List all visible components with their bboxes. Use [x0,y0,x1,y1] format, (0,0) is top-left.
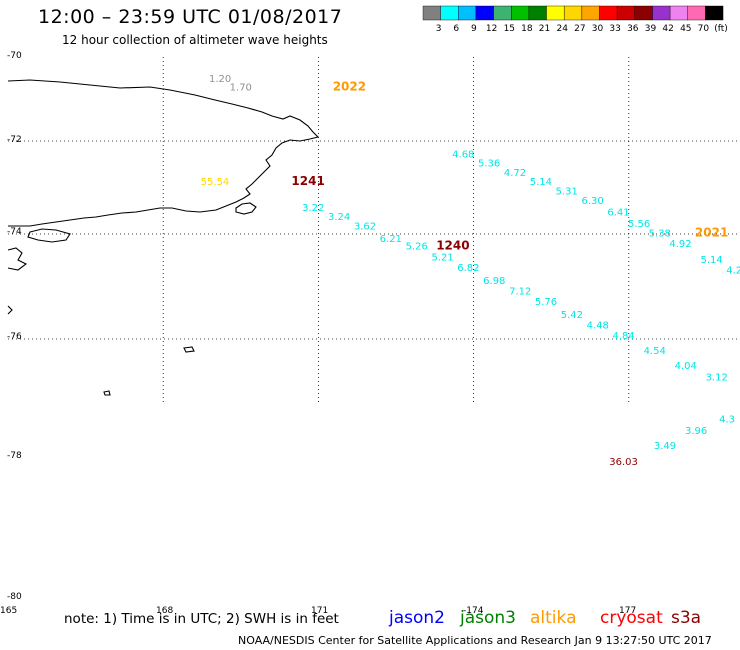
colorbar-label: 18 [521,24,533,34]
colorbar-label: 3 [436,24,442,34]
wave-height-value: 4.92 [669,239,691,250]
wave-height-value: 4.04 [675,361,697,372]
colorbar-label: 70 [698,24,710,34]
wave-height-value: 5.56 [628,219,650,230]
track-time-label: 1240 [436,239,469,253]
wave-height-value: 7.12 [509,286,531,297]
wave-height-value: 5.14 [700,255,722,266]
wave-height-value: 3.22 [302,203,324,214]
wave-height-value: 3.96 [685,426,707,437]
wave-height-value: 4.54 [644,346,666,357]
wave-height-value: 4.68 [452,149,474,160]
colorbar-swatches [422,5,724,21]
track-time-label: 2021 [695,226,728,240]
y-tick-label: -80 [7,592,22,602]
colorbar-label: 27 [574,24,585,34]
colorbar-label: 45 [680,24,691,34]
x-tick-label: -174 [463,606,484,616]
colorbar: 3 6 9 12 15 18 21 24 27 30 33 36 39 42 45 70 (ft) [422,5,728,34]
colorbar-swatch [705,5,724,21]
colorbar-label: 30 [592,24,604,34]
wave-height-value: 4.84 [612,331,634,342]
coastline-inlet [235,202,257,215]
wave-height-value: 1.20 [209,74,231,85]
coastline-west-shelf [7,247,28,271]
coastline-west-point [7,305,13,315]
wave-height-value: 6.98 [483,276,505,287]
x-tick-label: 165 [0,606,18,616]
wave-height-value: 3.24 [328,212,350,223]
wave-height-value: 5.38 [649,229,671,240]
track-time-label: 1241 [291,174,324,188]
wave-height-value: 5.42 [561,310,583,321]
wave-height-value: 4.72 [504,168,526,179]
wave-height-value: 1.70 [230,83,252,94]
coastline-islet-1 [183,346,195,353]
colorbar-label: 15 [504,24,515,34]
wave-height-value: 3.62 [354,221,376,232]
coastline-islet-2 [103,390,111,396]
wave-height-value: 4.3 [719,414,735,425]
colorbar-label: 21 [539,24,550,34]
legend-mission-altika: altika [530,608,577,628]
chart-title: 12:00 – 23:59 UTC 01/08/2017 [38,6,343,28]
x-tick-label: 171 [311,606,329,616]
coastline-main [7,79,320,227]
wave-height-value: 55.54 [201,177,230,188]
wave-height-value: 5.31 [556,187,578,198]
wave-height-value: 5.21 [431,252,453,263]
wave-height-value: 36.03 [609,457,638,468]
y-tick-label: -74 [7,227,22,237]
colorbar-label: 36 [627,24,639,34]
colorbar-label: (ft) [714,24,728,34]
wave-height-value: 5.36 [478,159,500,170]
units-note: note: 1) Time is in UTC; 2) SWH is in fe… [64,611,339,627]
wave-height-value: 4.48 [587,321,609,332]
colorbar-label: 42 [662,24,673,34]
wave-height-value: 4.21 [726,265,740,276]
colorbar-label: 12 [486,24,497,34]
wave-height-value: 3.49 [654,441,676,452]
legend-mission-jason2: jason2 [389,608,445,628]
colorbar-label: 33 [609,24,620,34]
x-tick-label: 177 [619,606,637,616]
colorbar-label: 24 [556,24,568,34]
y-tick-label: -78 [7,451,22,461]
y-tick-label: -76 [7,332,22,342]
wave-height-value: 5.76 [535,297,557,308]
legend-mission-jason3: jason3 [460,608,516,628]
y-tick-label: -70 [7,51,22,61]
colorbar-label: 6 [453,24,459,34]
colorbar-labels: 3 6 9 12 15 18 21 24 27 30 33 36 39 42 45 70 (ft) [436,24,728,34]
coastline-ross-island [27,228,71,243]
wave-height-value: 6.30 [581,196,603,207]
colorbar-label: 9 [471,24,477,34]
legend-mission-s3a: s3a [671,608,702,628]
colorbar-label: 39 [645,24,657,34]
data-points: 1.201.70 55.54 4.68 5.36 4.72 5.14 5.316.30 6.4… [201,74,740,468]
x-tick-label: 168 [156,606,174,616]
legend-mission-cryosat: cryosat [600,608,663,628]
footer-credit: NOAA/NESDIS Center for Satellite Applica… [238,634,712,647]
wave-height-value: 6.82 [457,263,479,274]
chart-subtitle: 12 hour collection of altimeter wave hei… [62,33,328,47]
wave-height-value: 5.26 [406,242,428,253]
wave-height-value: 5.14 [530,177,552,188]
coastline [7,79,320,396]
wave-height-value: 6.21 [380,234,402,245]
wave-height-value: 6.41 [607,207,629,218]
track-time-label: 2022 [333,80,366,94]
track-time-labels: 2022 1241 1240 2021 [291,80,728,253]
wave-height-value: 3.12 [706,373,728,384]
y-tick-label: -72 [7,135,22,145]
